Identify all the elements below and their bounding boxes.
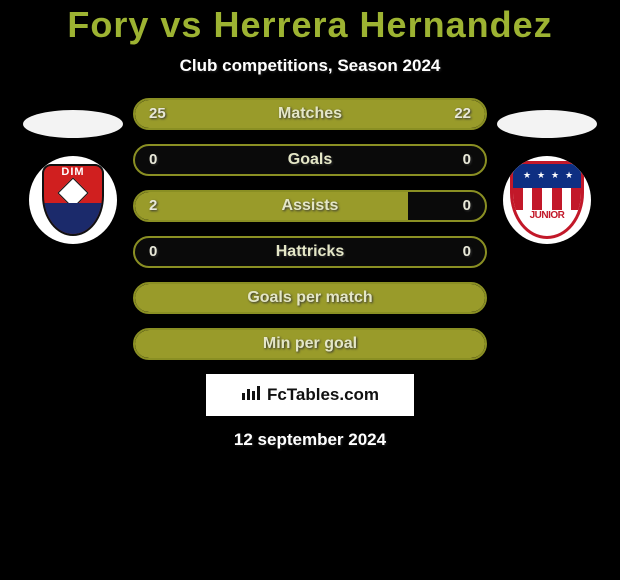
right-flag-oval [497, 110, 597, 138]
main-row: DIM 2522Matches 00Goals 20Assists 00Hattric… [0, 98, 620, 360]
page-title: Fory vs Herrera Hernandez [0, 4, 620, 46]
stat-bar: 20Assists [133, 190, 487, 222]
fctables-logo: FcTables.com [206, 374, 414, 416]
logo-text: FcTables.com [267, 385, 379, 405]
stat-label: Min per goal [135, 330, 485, 358]
stat-label: Assists [135, 192, 485, 220]
right-club-badge: ★★★★ JUNIOR [503, 156, 591, 244]
stat-bar: 00Hattricks [133, 236, 487, 268]
stat-label: Hattricks [135, 238, 485, 266]
left-flag-oval [23, 110, 123, 138]
date-text: 12 september 2024 [0, 430, 620, 450]
stats-bars: 2522Matches 00Goals 20Assists 00Hattricks Go… [133, 98, 487, 360]
left-player-column: DIM [13, 98, 133, 244]
stat-label: Goals per match [135, 284, 485, 312]
subtitle: Club competitions, Season 2024 [0, 56, 620, 76]
stat-bar: 2522Matches [133, 98, 487, 130]
right-player-column: ★★★★ JUNIOR [487, 98, 607, 244]
stat-bar: Min per goal [133, 328, 487, 360]
stat-label: Matches [135, 100, 485, 128]
chart-icon [241, 385, 261, 406]
dim-crest-icon: DIM [42, 164, 104, 236]
comparison-card: Fory vs Herrera Hernandez Club competiti… [0, 0, 620, 450]
stat-bar: Goals per match [133, 282, 487, 314]
stat-label: Goals [135, 146, 485, 174]
junior-crest-icon: ★★★★ JUNIOR [510, 161, 584, 239]
stat-bar: 00Goals [133, 144, 487, 176]
left-club-badge: DIM [29, 156, 117, 244]
